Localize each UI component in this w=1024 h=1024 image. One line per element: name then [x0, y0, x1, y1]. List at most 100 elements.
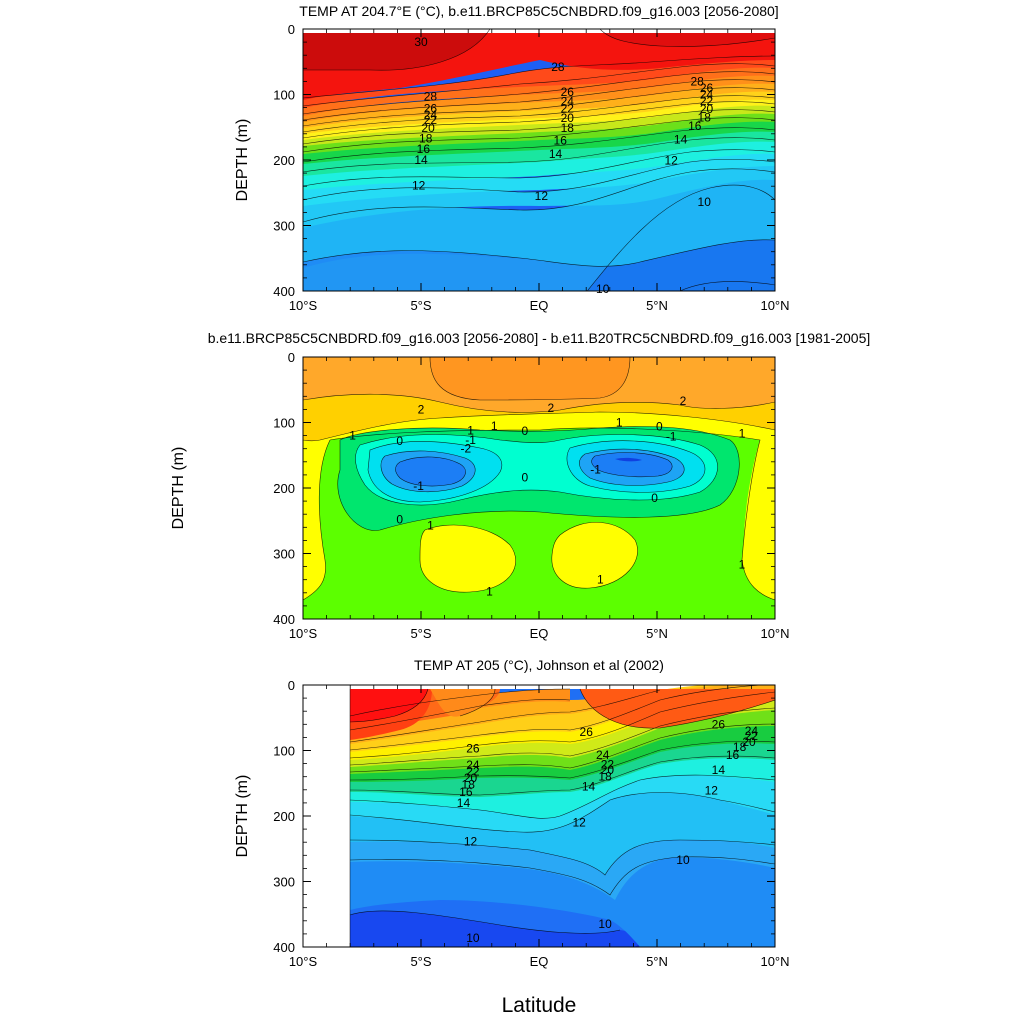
contour-label: 24	[466, 758, 480, 772]
contour-label: 10	[466, 931, 480, 945]
contour-label: 12	[664, 154, 678, 168]
contour-label: 18	[561, 121, 575, 135]
panel-2-title: b.e11.BRCP85C5CNBDRD.f09_g16.003 [2056-2…	[208, 330, 871, 346]
contour-label: 12	[464, 835, 478, 849]
contour-label: 20	[700, 102, 714, 116]
contour-label: -2	[461, 442, 472, 456]
y-tick-label: 0	[288, 678, 295, 693]
contour-label: 1	[349, 429, 356, 443]
contour-label: 22	[700, 94, 714, 108]
contour-label: 26	[712, 717, 726, 731]
contour-label: 2	[680, 394, 687, 408]
contour-label: 16	[554, 133, 568, 147]
y-tick-label: 0	[288, 22, 295, 37]
contour-label: 1	[739, 558, 746, 572]
contour-label: 30	[414, 35, 428, 49]
contour-label: 16	[688, 119, 702, 133]
contour-label: 0	[521, 471, 528, 485]
y-tick-label: 400	[273, 612, 295, 627]
contour-label: 10	[598, 917, 612, 931]
contour-label: 14	[674, 133, 688, 147]
contour-label: 22	[745, 729, 759, 743]
contour-label: 0	[396, 512, 403, 526]
panel-1-contour-labels: 3028282624222018161412262422201816141228…	[412, 35, 714, 296]
contour-label: 16	[417, 142, 431, 156]
panel-3-axes: 10°S 5°S EQ 5°N 10°N 0 100 200 300 400	[273, 678, 789, 969]
contour-label: 1	[427, 518, 434, 532]
contour-label: 0	[656, 419, 663, 433]
contour-label: 20	[464, 771, 478, 785]
contour-label: 10	[676, 853, 690, 867]
panel-1-axes: 10°S 5°S EQ 5°N 10°N 0 100 200 300 400	[273, 22, 789, 313]
x-tick-label: 10°S	[289, 298, 318, 313]
y-tick-label: 100	[273, 416, 295, 431]
y-tick-label: 200	[273, 153, 295, 168]
contour-label: 24	[700, 88, 714, 102]
contour-label: 24	[561, 95, 575, 109]
contour-label: 14	[549, 147, 563, 161]
panel-1-title: TEMP AT 204.7°E (°C), b.e11.BRCP85C5CNBD…	[299, 3, 778, 19]
contour-label: -1	[413, 479, 424, 493]
contour-label: 1	[739, 427, 746, 441]
contour-label: 22	[561, 101, 575, 115]
contour-label: 24	[745, 724, 759, 738]
y-tick-label: 200	[273, 809, 295, 824]
contour-label: 20	[601, 763, 615, 777]
x-tick-label: EQ	[530, 954, 549, 969]
contour-label: 2	[418, 402, 425, 416]
y-tick-label: 300	[273, 547, 295, 562]
contour-label: 28	[551, 60, 565, 74]
contour-label: 22	[424, 113, 438, 127]
y-tick-label: 400	[273, 940, 295, 955]
contour-label: 18	[462, 778, 476, 792]
x-tick-label: 5°N	[646, 954, 668, 969]
x-tick-label: 5°S	[410, 954, 431, 969]
panel-3-ylabel: DEPTH (m)	[234, 775, 251, 858]
contour-label: 18	[598, 770, 612, 784]
contour-label: 26	[700, 81, 714, 95]
contour-label: 12	[412, 179, 426, 193]
y-tick-label: 100	[273, 744, 295, 759]
panel-3: TEMP AT 205 (°C), Johnson et al (2002)	[234, 657, 790, 969]
contour-label: 16	[459, 785, 473, 799]
contour-label: 24	[424, 108, 438, 122]
x-tick-label: 10°N	[760, 298, 789, 313]
contour-label: 1	[486, 584, 493, 598]
y-tick-label: 300	[273, 219, 295, 234]
contour-label: 20	[561, 111, 575, 125]
x-tick-label: 5°N	[646, 298, 668, 313]
contour-label: 14	[582, 780, 596, 794]
contour-label: 18	[733, 740, 747, 754]
panel-2-ylabel: DEPTH (m)	[170, 447, 187, 530]
contour-label: 1	[616, 416, 623, 430]
contour-label: 12	[572, 816, 586, 830]
panel-1: TEMP AT 204.7°E (°C), b.e11.BRCP85C5CNBD…	[234, 3, 790, 313]
contour-label: 26	[466, 742, 480, 756]
panel-3-field	[349, 685, 775, 947]
contour-label: 0	[521, 424, 528, 438]
contour-label: 20	[421, 121, 435, 135]
x-tick-label: 10°N	[760, 626, 789, 641]
y-tick-label: 100	[273, 88, 295, 103]
x-tick-label: 5°S	[410, 298, 431, 313]
contour-label: 12	[535, 189, 549, 203]
contour-label: 28	[424, 89, 438, 103]
figure-xlabel: Latitude	[502, 994, 577, 1017]
contour-label: 1	[597, 573, 604, 587]
contour-label: 20	[742, 735, 756, 749]
contour-label: 2	[547, 401, 554, 415]
panel-3-title: TEMP AT 205 (°C), Johnson et al (2002)	[414, 657, 664, 673]
contour-label: 18	[698, 110, 712, 124]
contour-label: 26	[561, 85, 575, 99]
x-tick-label: EQ	[530, 626, 549, 641]
contour-label: 26	[424, 101, 438, 115]
panel-2: b.e11.BRCP85C5CNBDRD.f09_g16.003 [2056-2…	[170, 330, 870, 641]
x-tick-label: 10°S	[289, 626, 318, 641]
panel-1-ylabel: DEPTH (m)	[234, 119, 251, 202]
y-tick-label: 300	[273, 875, 295, 890]
contour-label: 22	[601, 757, 615, 771]
contour-label: 12	[705, 783, 719, 797]
